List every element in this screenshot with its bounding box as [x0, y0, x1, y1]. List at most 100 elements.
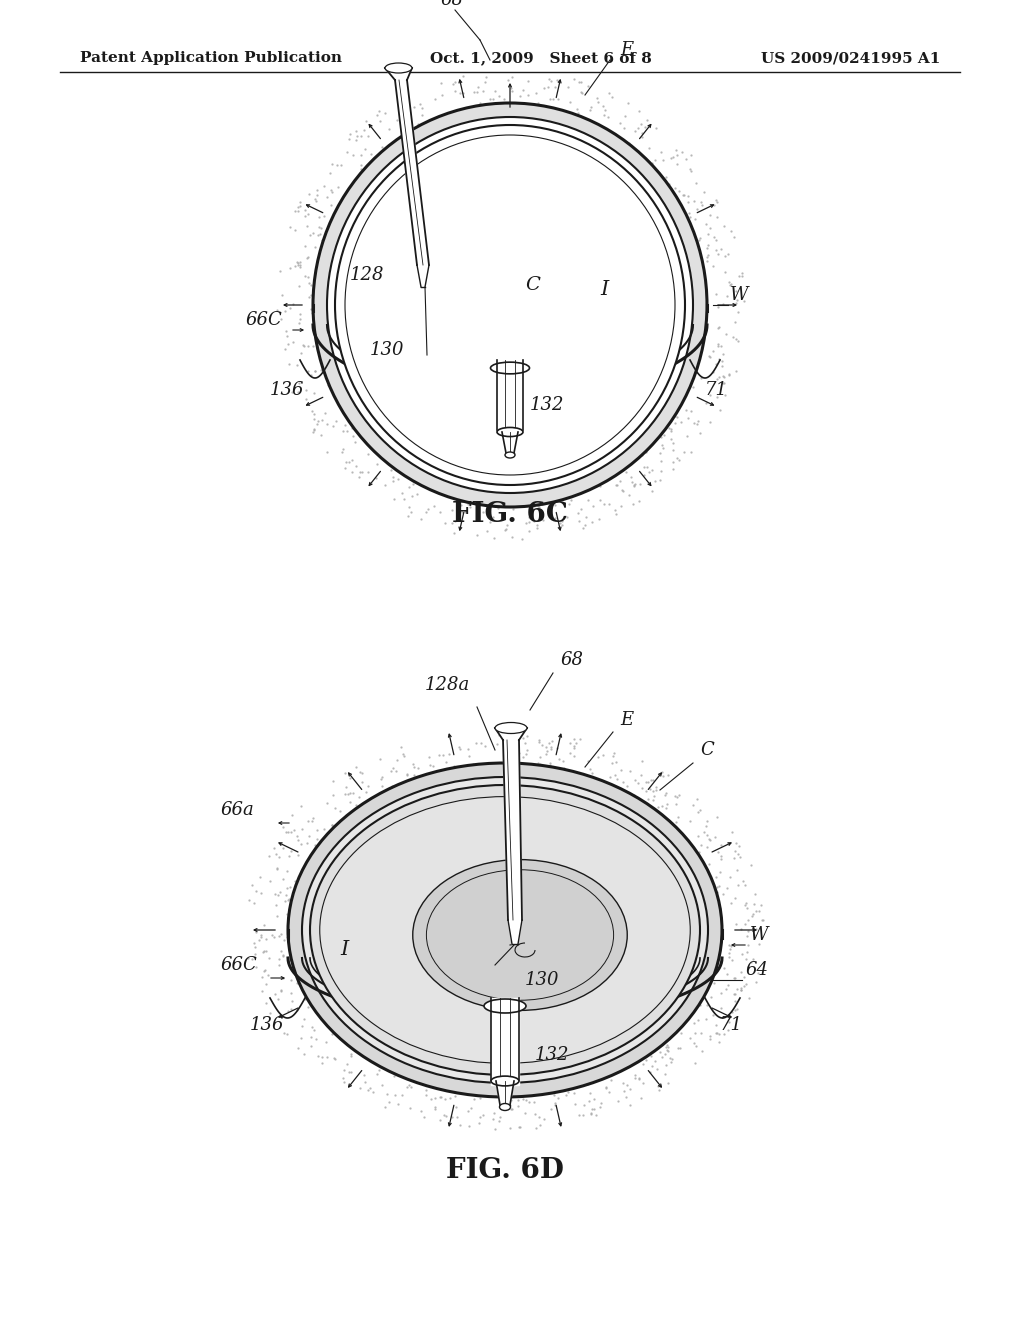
Point	[324, 181, 340, 202]
Point	[702, 954, 719, 975]
Point	[328, 383, 344, 404]
Point	[310, 331, 327, 352]
Point	[737, 895, 754, 916]
Point	[653, 461, 670, 482]
Point	[685, 246, 701, 267]
Point	[651, 1074, 668, 1096]
Point	[337, 414, 353, 436]
Point	[274, 284, 291, 305]
Point	[614, 796, 631, 817]
Point	[497, 755, 513, 776]
Point	[626, 474, 642, 495]
Point	[540, 77, 556, 98]
Point	[303, 1016, 319, 1038]
Point	[287, 870, 303, 891]
Point	[490, 766, 507, 787]
Point	[298, 865, 314, 886]
Point	[276, 301, 293, 322]
Point	[674, 205, 690, 226]
Polygon shape	[508, 920, 522, 944]
Point	[691, 800, 708, 821]
Point	[312, 289, 329, 310]
Point	[318, 347, 335, 368]
Point	[445, 523, 462, 544]
Point	[640, 788, 656, 809]
Point	[317, 1031, 334, 1052]
Point	[300, 851, 316, 873]
Point	[708, 240, 724, 261]
Point	[692, 834, 709, 855]
Point	[451, 473, 467, 494]
Point	[658, 781, 675, 803]
Point	[653, 450, 670, 471]
Point	[634, 751, 650, 772]
Point	[713, 834, 729, 855]
Point	[271, 925, 288, 946]
Point	[510, 1096, 526, 1117]
Ellipse shape	[327, 117, 693, 492]
Point	[525, 762, 542, 783]
Point	[437, 1089, 454, 1110]
Point	[308, 820, 325, 841]
Point	[728, 293, 744, 314]
Point	[404, 121, 421, 143]
Point	[592, 475, 608, 496]
Point	[484, 88, 501, 110]
Point	[329, 232, 345, 253]
Point	[307, 834, 324, 855]
Point	[723, 273, 739, 294]
Point	[318, 845, 335, 866]
Point	[443, 760, 460, 781]
Point	[658, 166, 675, 187]
Point	[702, 1026, 719, 1047]
Point	[283, 950, 299, 972]
Point	[611, 470, 628, 491]
Point	[389, 110, 406, 131]
Point	[502, 754, 518, 775]
Point	[602, 783, 618, 804]
Point	[352, 144, 369, 165]
Point	[485, 96, 502, 117]
Point	[625, 494, 641, 515]
Point	[729, 330, 745, 351]
Point	[315, 818, 332, 840]
Point	[412, 94, 428, 115]
Point	[368, 467, 384, 488]
Point	[303, 284, 319, 305]
Point	[644, 780, 660, 801]
Point	[298, 957, 314, 978]
Point	[509, 106, 525, 127]
Point	[659, 764, 676, 785]
Point	[598, 1077, 614, 1098]
Polygon shape	[385, 69, 412, 81]
Point	[482, 766, 499, 787]
Point	[662, 174, 678, 195]
Point	[453, 490, 469, 511]
Point	[678, 400, 694, 421]
Point	[573, 82, 590, 103]
Point	[515, 79, 531, 100]
Point	[437, 1106, 454, 1127]
Point	[498, 734, 514, 755]
Point	[338, 1053, 354, 1074]
Point	[290, 381, 306, 403]
Point	[438, 1076, 455, 1097]
Point	[272, 923, 289, 944]
Point	[248, 956, 264, 977]
Point	[565, 729, 582, 750]
Point	[312, 223, 329, 244]
Point	[287, 894, 303, 915]
Text: 128: 128	[350, 267, 384, 284]
Point	[716, 367, 732, 388]
Point	[313, 359, 330, 380]
Point	[389, 1047, 406, 1068]
Point	[634, 445, 650, 466]
Point	[335, 1020, 351, 1041]
Point	[686, 412, 702, 433]
Point	[354, 1035, 371, 1056]
Point	[256, 961, 272, 982]
Point	[266, 838, 283, 859]
Point	[628, 437, 644, 458]
Point	[353, 1026, 370, 1047]
Point	[629, 445, 645, 466]
